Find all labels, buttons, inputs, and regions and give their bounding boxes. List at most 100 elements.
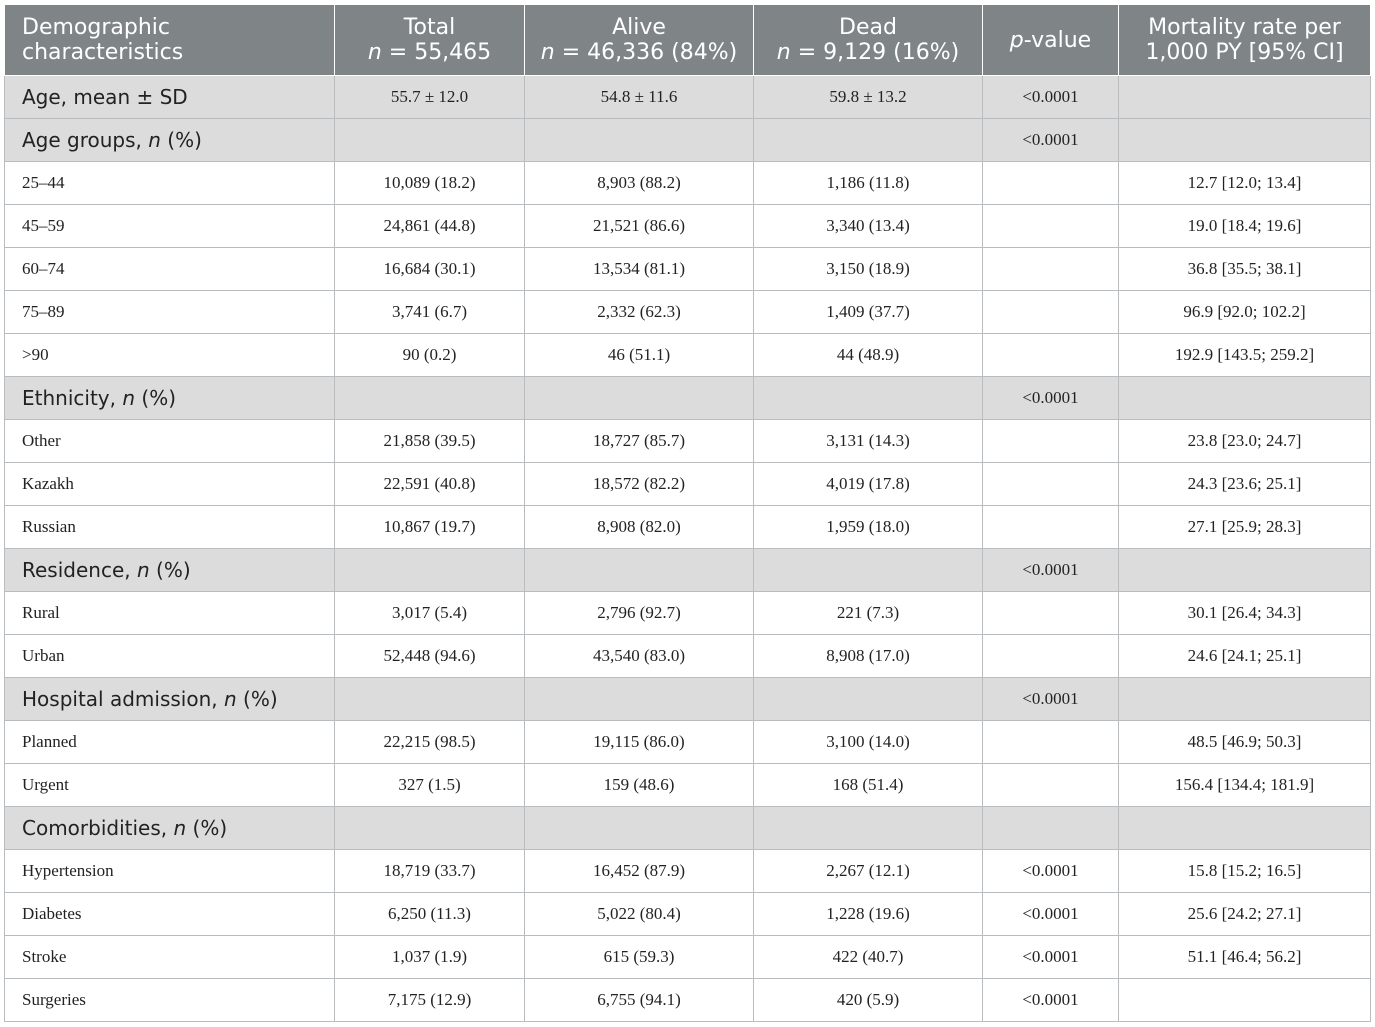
mortality-rate-cell: 30.1 [26.4; 34.3] [1118, 591, 1371, 635]
total-cell: 1,037 (1.9) [334, 935, 525, 979]
p-value-cell: <0.0001 [982, 548, 1119, 592]
alive-cell: 13,534 (81.1) [524, 247, 754, 291]
dead-cell [753, 806, 983, 850]
total-cell [334, 677, 525, 721]
dead-cell [753, 677, 983, 721]
mortality-rate-cell: 27.1 [25.9; 28.3] [1118, 505, 1371, 549]
total-cell [334, 548, 525, 592]
alive-cell: 19,115 (86.0) [524, 720, 754, 764]
table-row: 60–74 16,684 (30.1) 13,534 (81.1) 3,150 (18… [4, 247, 1371, 291]
dead-cell: 420 (5.9) [753, 978, 983, 1022]
table-row: Hypertension 18,719 (33.7) 16,452 (87.9) 2,… [4, 849, 1371, 893]
p-value-cell [982, 247, 1119, 291]
row-label: Kazakh [4, 462, 335, 506]
alive-cell: 18,727 (85.7) [524, 419, 754, 463]
alive-cell: 16,452 (87.9) [524, 849, 754, 893]
table-row: Stroke 1,037 (1.9) 615 (59.3) 422 (40.7) <0.… [4, 935, 1371, 979]
dead-cell: 8,908 (17.0) [753, 634, 983, 678]
section-row: Age, mean ± SD 55.7 ± 12.0 54.8 ± 11.6 59.8… [4, 75, 1371, 119]
dead-cell: 3,150 (18.9) [753, 247, 983, 291]
dead-cell: 3,131 (14.3) [753, 419, 983, 463]
mortality-rate-cell: 48.5 [46.9; 50.3] [1118, 720, 1371, 764]
mortality-rate-cell: 51.1 [46.4; 56.2] [1118, 935, 1371, 979]
p-value-cell [982, 806, 1119, 850]
p-value-cell [982, 161, 1119, 205]
total-cell [334, 376, 525, 420]
total-cell [334, 806, 525, 850]
row-label: Hospital admission, n (%) [4, 677, 335, 721]
p-value-cell: <0.0001 [982, 376, 1119, 420]
table-row: Planned 22,215 (98.5) 19,115 (86.0) 3,100 (… [4, 720, 1371, 764]
table-row: Diabetes 6,250 (11.3) 5,022 (80.4) 1,228 (1… [4, 892, 1371, 936]
dead-cell [753, 118, 983, 162]
table-header: Demographic characteristics Total n = 55… [4, 4, 1371, 76]
row-label: 45–59 [4, 204, 335, 248]
mortality-rate-cell [1118, 118, 1371, 162]
mortality-rate-cell [1118, 548, 1371, 592]
dead-cell: 3,100 (14.0) [753, 720, 983, 764]
dead-cell [753, 376, 983, 420]
p-value-cell [982, 634, 1119, 678]
dead-cell: 1,186 (11.8) [753, 161, 983, 205]
table-row: 45–59 24,861 (44.8) 21,521 (86.6) 3,340 (13… [4, 204, 1371, 248]
total-cell: 24,861 (44.8) [334, 204, 525, 248]
table-row: Kazakh 22,591 (40.8) 18,572 (82.2) 4,019 (1… [4, 462, 1371, 506]
row-label: >90 [4, 333, 335, 377]
alive-cell: 21,521 (86.6) [524, 204, 754, 248]
total-cell: 22,215 (98.5) [334, 720, 525, 764]
total-cell: 10,867 (19.7) [334, 505, 525, 549]
total-cell: 3,017 (5.4) [334, 591, 525, 635]
table-row: Other 21,858 (39.5) 18,727 (85.7) 3,131 (14… [4, 419, 1371, 463]
mortality-rate-cell [1118, 376, 1371, 420]
p-value-cell: <0.0001 [982, 978, 1119, 1022]
mortality-rate-cell [1118, 677, 1371, 721]
p-value-cell: <0.0001 [982, 892, 1119, 936]
table-row: Rural 3,017 (5.4) 2,796 (92.7) 221 (7.3) 30.… [4, 591, 1371, 635]
total-cell [334, 118, 525, 162]
demographics-table: Demographic characteristics Total n = 55… [4, 4, 1371, 1022]
mortality-rate-cell [1118, 75, 1371, 119]
p-value-cell: <0.0001 [982, 75, 1119, 119]
row-label: Urgent [4, 763, 335, 807]
header-p-value: p-value [982, 4, 1119, 76]
total-cell: 7,175 (12.9) [334, 978, 525, 1022]
table-row: >90 90 (0.2) 46 (51.1) 44 (48.9) 192.9 [143.… [4, 333, 1371, 377]
section-row: Comorbidities, n (%) [4, 806, 1371, 850]
total-cell: 55.7 ± 12.0 [334, 75, 525, 119]
p-value-cell [982, 720, 1119, 764]
total-cell: 10,089 (18.2) [334, 161, 525, 205]
total-cell: 6,250 (11.3) [334, 892, 525, 936]
table-row: Surgeries 7,175 (12.9) 6,755 (94.1) 420 (5.… [4, 978, 1371, 1022]
mortality-rate-cell: 23.8 [23.0; 24.7] [1118, 419, 1371, 463]
row-label: Residence, n (%) [4, 548, 335, 592]
dead-cell: 44 (48.9) [753, 333, 983, 377]
mortality-rate-cell: 12.7 [12.0; 13.4] [1118, 161, 1371, 205]
row-label: Diabetes [4, 892, 335, 936]
p-value-cell [982, 290, 1119, 334]
alive-cell: 46 (51.1) [524, 333, 754, 377]
header-total: Total n = 55,465 [334, 4, 525, 76]
total-cell: 22,591 (40.8) [334, 462, 525, 506]
alive-cell [524, 548, 754, 592]
header-dead: Dead n = 9,129 (16%) [753, 4, 983, 76]
alive-cell [524, 677, 754, 721]
table-body: Age, mean ± SD 55.7 ± 12.0 54.8 ± 11.6 59.8… [4, 75, 1371, 1022]
row-label: Urban [4, 634, 335, 678]
total-cell: 3,741 (6.7) [334, 290, 525, 334]
alive-cell: 8,903 (88.2) [524, 161, 754, 205]
dead-cell: 4,019 (17.8) [753, 462, 983, 506]
row-label: Ethnicity, n (%) [4, 376, 335, 420]
mortality-rate-cell [1118, 806, 1371, 850]
total-cell: 327 (1.5) [334, 763, 525, 807]
p-value-cell [982, 333, 1119, 377]
dead-cell: 422 (40.7) [753, 935, 983, 979]
alive-cell: 18,572 (82.2) [524, 462, 754, 506]
total-cell: 52,448 (94.6) [334, 634, 525, 678]
mortality-rate-cell: 24.6 [24.1; 25.1] [1118, 634, 1371, 678]
dead-cell: 1,959 (18.0) [753, 505, 983, 549]
section-row: Ethnicity, n (%) <0.0001 [4, 376, 1371, 420]
p-value-cell [982, 462, 1119, 506]
section-row: Residence, n (%) <0.0001 [4, 548, 1371, 592]
table-row: Urgent 327 (1.5) 159 (48.6) 168 (51.4) 156.4… [4, 763, 1371, 807]
alive-cell: 6,755 (94.1) [524, 978, 754, 1022]
